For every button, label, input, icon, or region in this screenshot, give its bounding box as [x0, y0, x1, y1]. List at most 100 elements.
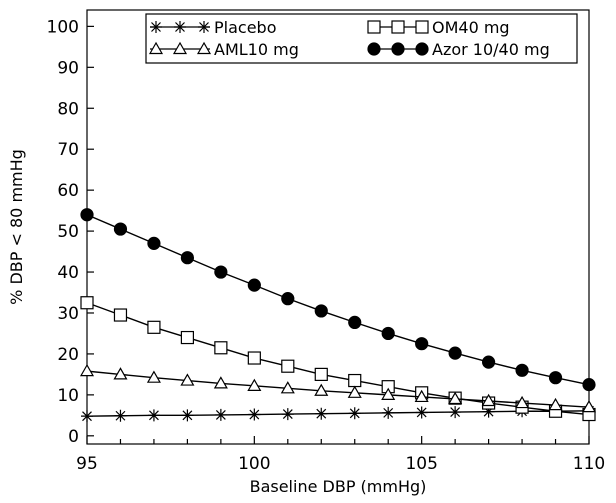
legend-marker [415, 42, 429, 56]
legend-label: Azor 10/40 mg [432, 40, 550, 59]
x-tick-label: 105 [405, 454, 437, 474]
data-point-azor-10-40-mg [80, 208, 94, 222]
data-point-azor-10-40-mg [214, 265, 228, 279]
y-tick-label: 20 [57, 345, 79, 365]
data-point-placebo [415, 406, 428, 419]
data-point-azor-10-40-mg [281, 292, 295, 306]
legend-marker [367, 20, 381, 34]
series-line-placebo [86, 410, 590, 417]
y-tick-label: 50 [57, 222, 79, 242]
legend-marker [150, 21, 162, 33]
x-tick-label: 95 [76, 454, 98, 474]
data-point-azor-10-40-mg [582, 378, 596, 392]
legend-label: OM40 mg [432, 18, 510, 37]
y-tick-label: 60 [57, 181, 79, 201]
data-point-placebo [348, 407, 361, 420]
plot-frame [86, 9, 590, 445]
legend-label: AML10 mg [214, 40, 299, 59]
x-axis: 95 100 105 110 [76, 436, 605, 474]
data-point-placebo [214, 408, 227, 421]
data-point-azor-10-40-mg [482, 355, 496, 369]
data-point-om40-mg [113, 308, 128, 322]
data-point-placebo [281, 408, 294, 421]
y-tick-label: 40 [57, 263, 79, 283]
legend-marker [391, 42, 405, 56]
y-tick-label: 80 [57, 99, 79, 119]
data-point-azor-10-40-mg [448, 346, 462, 360]
data-point-placebo [482, 405, 495, 418]
data-point-aml10-mg [347, 385, 362, 398]
y-tick-label: 70 [57, 140, 79, 160]
data-point-om40-mg [348, 373, 362, 388]
data-point-om40-mg [214, 341, 228, 355]
data-point-aml10-mg [548, 397, 563, 411]
data-point-aml10-mg [481, 393, 496, 407]
series-layer [79, 208, 597, 423]
data-point-aml10-mg [79, 363, 95, 377]
legend-marker [367, 42, 381, 56]
y-tick-label: 100 [47, 17, 79, 37]
data-point-om40-mg [247, 351, 261, 365]
data-point-placebo [181, 409, 194, 422]
legend-item-placebo: Placebo [150, 18, 276, 37]
y-tick-label: 0 [68, 427, 79, 447]
data-point-om40-mg [80, 296, 94, 310]
data-point-azor-10-40-mg [548, 371, 563, 385]
legend-marker [198, 21, 210, 33]
data-point-om40-mg [180, 330, 194, 345]
series-om40-mg [80, 296, 596, 422]
data-point-om40-mg [147, 320, 161, 334]
data-point-aml10-mg [581, 399, 597, 413]
data-point-azor-10-40-mg [515, 363, 529, 377]
data-point-om40-mg [281, 359, 295, 373]
y-axis: 0 10 20 30 40 50 60 70 80 90 100 [47, 17, 94, 447]
data-point-aml10-mg [414, 389, 429, 403]
data-point-placebo [81, 410, 93, 423]
legend-marker [391, 20, 405, 34]
data-point-placebo [114, 409, 127, 422]
legend-item-om40-mg: OM40 mg [367, 18, 510, 37]
data-point-placebo [449, 406, 462, 419]
data-point-azor-10-40-mg [381, 326, 395, 341]
data-point-azor-10-40-mg [247, 278, 261, 292]
x-tick-label: 100 [238, 454, 270, 474]
data-point-placebo [248, 408, 261, 421]
x-tick-label: 110 [573, 454, 605, 474]
y-tick-label: 30 [57, 304, 79, 324]
series-azor-10-40-mg [80, 208, 596, 392]
legend-marker [172, 41, 188, 55]
data-point-aml10-mg [381, 387, 396, 400]
data-point-azor-10-40-mg [314, 304, 328, 318]
data-point-aml10-mg [146, 370, 161, 383]
series-line-om40-mg [86, 302, 590, 416]
data-point-aml10-mg [180, 373, 195, 386]
series-line-aml10-mg [86, 370, 590, 408]
data-point-azor-10-40-mg [147, 236, 161, 250]
legend-item-azor-10-40-mg: Azor 10/40 mg [367, 40, 550, 59]
data-point-azor-10-40-mg [415, 337, 429, 351]
y-tick-label: 90 [57, 58, 79, 78]
legend-item-aml10-mg: AML10 mg [148, 40, 299, 59]
data-point-aml10-mg [280, 381, 295, 394]
series-line-azor-10-40-mg [86, 214, 590, 386]
data-point-aml10-mg [314, 383, 329, 396]
data-point-placebo [382, 406, 395, 419]
legend-marker [415, 20, 429, 34]
data-point-placebo [147, 409, 160, 422]
y-tick-label: 10 [57, 386, 79, 406]
legend-label: Placebo [214, 18, 276, 37]
data-point-placebo [315, 407, 328, 420]
series-aml10-mg [79, 363, 597, 413]
data-point-azor-10-40-mg [113, 222, 128, 236]
data-point-azor-10-40-mg [180, 251, 194, 265]
data-point-aml10-mg [247, 378, 262, 391]
legend-marker [196, 41, 212, 55]
data-point-om40-mg [314, 367, 328, 381]
data-point-azor-10-40-mg [348, 315, 362, 329]
x-axis-title: Baseline DBP (mmHg) [250, 477, 427, 496]
legend-box [145, 13, 578, 64]
data-point-aml10-mg [113, 367, 128, 380]
legend-marker [148, 41, 164, 55]
